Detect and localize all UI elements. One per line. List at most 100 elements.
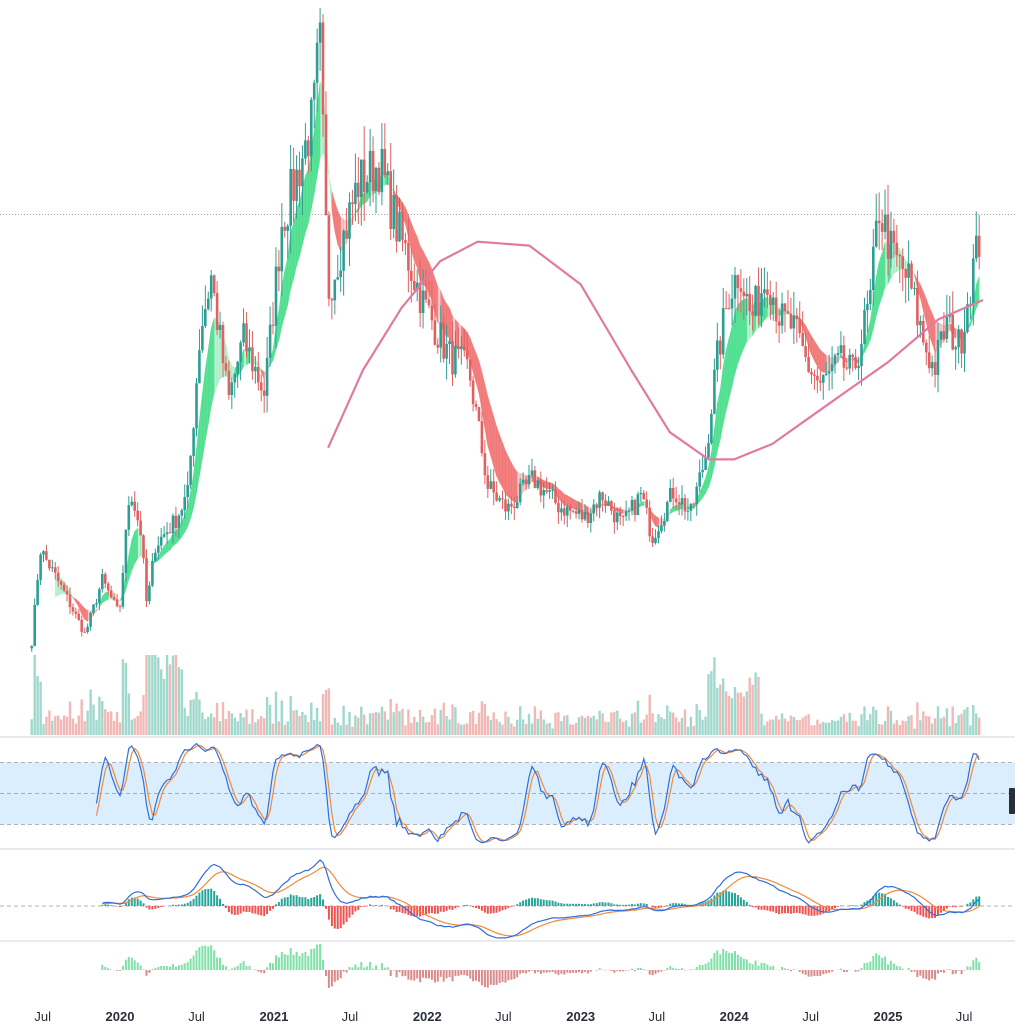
stochastic-pane[interactable] [0,737,1015,843]
candle-body [92,604,95,612]
momentum-bar [213,950,215,970]
candle-body [469,359,472,380]
momentum-bar [254,969,256,970]
candle-body [569,507,572,511]
candle-body [548,490,551,492]
macd-histogram-bar [157,906,159,908]
macd-histogram-bar [861,905,863,906]
candle-body [95,603,98,604]
momentum-bar [516,970,518,977]
candle-body [693,504,696,505]
volume-bar [960,714,962,735]
candle-body [798,319,801,333]
cloud-segment [102,593,105,603]
volume-bar [940,718,942,735]
momentum-bar [499,970,501,983]
price-pane[interactable] [0,8,1015,735]
volume-bar [696,704,698,735]
macd-histogram-bar [652,906,654,908]
x-tick-label: Jul [342,1009,359,1024]
momentum-bar [549,970,551,972]
momentum-bar [190,959,192,970]
volume-bar [969,725,971,735]
cloud-segment [479,361,482,411]
candle-body [131,502,134,505]
momentum-bar [178,965,180,970]
volume-bar [375,712,377,735]
volume-bar [837,721,839,736]
macd-histogram-bar [213,891,215,906]
macd-histogram-bar [781,906,783,914]
macd-histogram-bar [316,895,318,906]
macd-histogram-bar [275,904,277,906]
macd-histogram-bar [655,906,657,908]
momentum-bar [375,965,377,970]
momentum-bar [655,970,657,974]
macd-pane[interactable] [0,849,1015,938]
momentum-bar [740,957,742,970]
macd-histogram-bar [519,902,521,906]
momentum-bar [143,969,145,970]
volume-bar [298,716,300,735]
volume-bar [187,716,189,735]
candle-body [72,607,75,611]
macd-histogram-bar [640,903,642,906]
momentum-pane[interactable] [0,941,1015,988]
volume-bar [31,719,33,735]
momentum-bar [296,952,298,970]
candle-body [822,375,825,383]
candle-body [793,316,796,329]
momentum-bar [204,946,206,970]
candle-body [160,537,163,546]
momentum-bar [243,961,245,970]
macd-histogram-bar [243,906,245,912]
momentum-bar [260,970,262,973]
candle-body [837,353,840,355]
candle-body [75,612,78,614]
macd-histogram-bar [563,904,565,906]
cloud-segment [491,406,494,466]
volume-bar [437,724,439,735]
momentum-bar [490,970,492,985]
volume-bar [393,712,395,735]
candle-body [448,341,451,344]
volume-bar [357,718,359,735]
momentum-bar [387,967,389,970]
macd-histogram-bar [151,906,153,909]
volume-bar [657,714,659,735]
candle-body [404,240,407,243]
volume-bar [301,712,303,735]
cloud-segment [488,396,491,456]
momentum-bar [378,970,380,971]
volume-bar [48,710,50,735]
candle-body [434,320,437,345]
volume-bar [331,725,333,735]
momentum-bar [507,970,509,980]
price-scale-handle[interactable] [1009,788,1015,814]
volume-bar [401,709,403,735]
momentum-bar [708,962,710,970]
macd-histogram-bar [537,898,539,906]
momentum-bar [407,970,409,980]
momentum-bar [878,955,880,970]
macd-histogram-bar [263,906,265,916]
macd-histogram-bar [572,904,574,906]
volume-bar [754,673,756,736]
cloud-segment [641,501,644,506]
candle-body [581,510,584,519]
macd-histogram-bar [322,900,324,907]
volume-bar [784,719,786,735]
volume-bar [495,719,497,735]
momentum-bar [828,970,830,973]
momentum-bar [869,961,871,970]
macd-histogram-bar [605,903,607,907]
volume-bar [804,716,806,735]
macd-histogram-bar [646,904,648,906]
momentum-bar [287,955,289,970]
cloud-segment [882,242,885,297]
volume-bar [569,724,571,735]
macd-histogram-bar [966,904,968,906]
candle-body [957,329,960,347]
